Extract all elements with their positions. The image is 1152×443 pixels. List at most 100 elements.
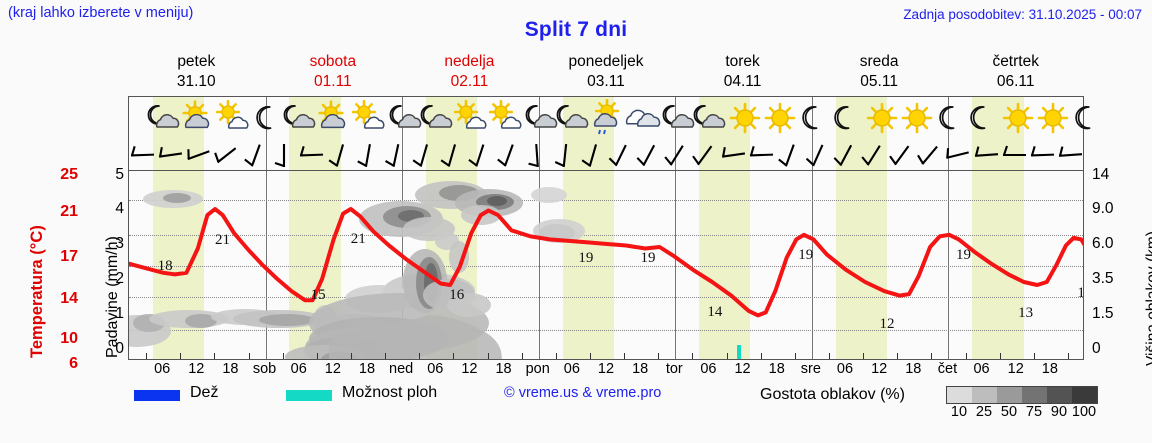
daylight-band: [562, 171, 614, 359]
weather-icon-sun: [726, 99, 764, 139]
x-axis-label: 12: [871, 361, 888, 377]
axis-tick: [146, 353, 148, 359]
temperature-value-label: 14: [707, 304, 723, 320]
axis-tick-label: 21: [60, 203, 78, 220]
wind-barb: [325, 140, 355, 170]
weather-icon-sun-cloud: [180, 99, 218, 139]
axis-tick: [248, 353, 250, 359]
wind-barb: [803, 140, 833, 170]
rain-legend-swatch: [134, 390, 180, 401]
day-separator: [675, 140, 677, 170]
axis-tick: [453, 353, 455, 359]
legend-bar: Dež Možnost ploh © vreme.us & vreme.pro …: [0, 384, 1152, 424]
gridline: [129, 200, 1083, 202]
axis-tick: [487, 353, 489, 359]
axis-tick-label: 25: [60, 166, 78, 183]
cloud-density-tick: 90: [1050, 404, 1068, 420]
wind-barb: [269, 140, 299, 170]
weather-icon-moon: [964, 99, 1002, 139]
weather-icon-moon: [933, 99, 971, 139]
axis-tick: [828, 353, 830, 359]
day-name: sreda: [859, 53, 899, 70]
wind-barb: [437, 140, 467, 170]
weather-icon-sun: [1034, 99, 1072, 139]
day-separator: [265, 97, 267, 140]
temperature-value-label: 12: [879, 316, 895, 333]
axis-tick: [316, 353, 318, 359]
weather-icon-sun-cloud-small: [351, 99, 389, 139]
forecast-graph: 18 21 15 21 16 19 19 14 19 12 19 13 14: [128, 170, 1084, 360]
x-axis-label: 12: [324, 361, 341, 377]
wind-barb: [409, 140, 439, 170]
day-date: 05.11: [860, 73, 898, 90]
wind-barb: [353, 140, 383, 170]
x-axis-label: 12: [734, 361, 751, 377]
x-axis-label: 18: [358, 361, 376, 377]
x-axis-label: 12: [597, 361, 615, 377]
showers-legend-swatch: [286, 390, 332, 401]
cloud-density-tick: 50: [1000, 404, 1018, 420]
day-date: 02.11: [450, 73, 489, 90]
menu-hint-text: (kraj lahko izberete v meniju): [8, 5, 194, 21]
showers-marker: [737, 345, 741, 359]
wind-barb: [887, 140, 917, 170]
temperature-value-label: 21: [215, 231, 231, 248]
temperature-value-label: 21: [350, 230, 366, 247]
rain-legend-label: Dež: [190, 384, 219, 401]
temperature-axis-title: Temperatura (°C): [6, 170, 46, 360]
x-axis-label: čet: [937, 361, 958, 377]
x-axis-label: 06: [154, 361, 171, 377]
day-header-1: sobota 01.11: [265, 52, 402, 94]
gridline: [129, 266, 1083, 267]
day-separator: [265, 171, 267, 359]
axis-tick: [760, 353, 762, 359]
wind-barb: [550, 140, 580, 170]
cloud-height-axis-title-label: Višina oblakov (km): [1144, 231, 1152, 366]
day-date: 03.11: [587, 73, 625, 90]
temperature-value-label: 15: [310, 286, 326, 303]
day-separator: [811, 171, 813, 359]
axis-tick-label: 5: [115, 166, 124, 183]
daylight-band: [699, 171, 751, 359]
axis-tick: [658, 353, 660, 359]
page-title: Split 7 dni: [524, 18, 628, 41]
cloud-density-legend-title: Gostota oblakov (%): [760, 386, 905, 403]
day-name: nedelja: [444, 53, 495, 70]
day-header-4: torek 04.11: [674, 52, 811, 94]
axis-tick: [1067, 353, 1069, 359]
axis-tick-label: 2: [115, 270, 124, 287]
x-axis-label: sob: [252, 361, 277, 377]
last-update-text: Zadnja posodobitev: 31.10.2025 - 00:07: [903, 7, 1142, 22]
weather-icon-sun-cloud-small: [215, 99, 253, 139]
temperature-value-label: 14: [1077, 285, 1083, 302]
day-name: torek: [725, 53, 760, 70]
wind-barb-row: [128, 140, 1084, 170]
axis-tick: [863, 353, 865, 359]
wind-barb: [859, 140, 889, 170]
day-separator: [811, 140, 813, 170]
temperature-value-label: 18: [157, 258, 173, 275]
x-axis-label: 12: [188, 361, 205, 377]
wind-barb: [943, 140, 973, 170]
copyright-link[interactable]: © vreme.us & vreme.pro: [504, 385, 662, 401]
day-separator: [811, 97, 813, 140]
wind-barb: [690, 140, 720, 170]
day-header-5: sreda 05.11: [811, 52, 948, 94]
daylight-band: [699, 140, 751, 170]
weather-icon-sun: [863, 99, 901, 139]
day-date: 01.11: [314, 73, 352, 90]
day-name: petek: [177, 53, 216, 70]
day-separator: [265, 140, 267, 170]
axis-tick: [794, 353, 796, 359]
axis-tick-label: 14: [1092, 166, 1110, 183]
cloud-height-tick-labels: 14 9.0 6.0 3.5 1.5 0: [1092, 166, 1136, 360]
weather-icon-sun-cloud-small: [488, 99, 526, 139]
cloud-density-tick: 100: [1071, 404, 1097, 420]
weather-icon-moon: [1069, 99, 1107, 139]
temperature-value-label: 19: [578, 249, 594, 266]
day-name: ponedeljek: [568, 53, 644, 70]
weather-icon-moon-cloud: [418, 99, 456, 139]
axis-tick: [965, 353, 967, 359]
day-separator: [538, 140, 540, 170]
axis-tick-label: 4: [115, 200, 124, 217]
